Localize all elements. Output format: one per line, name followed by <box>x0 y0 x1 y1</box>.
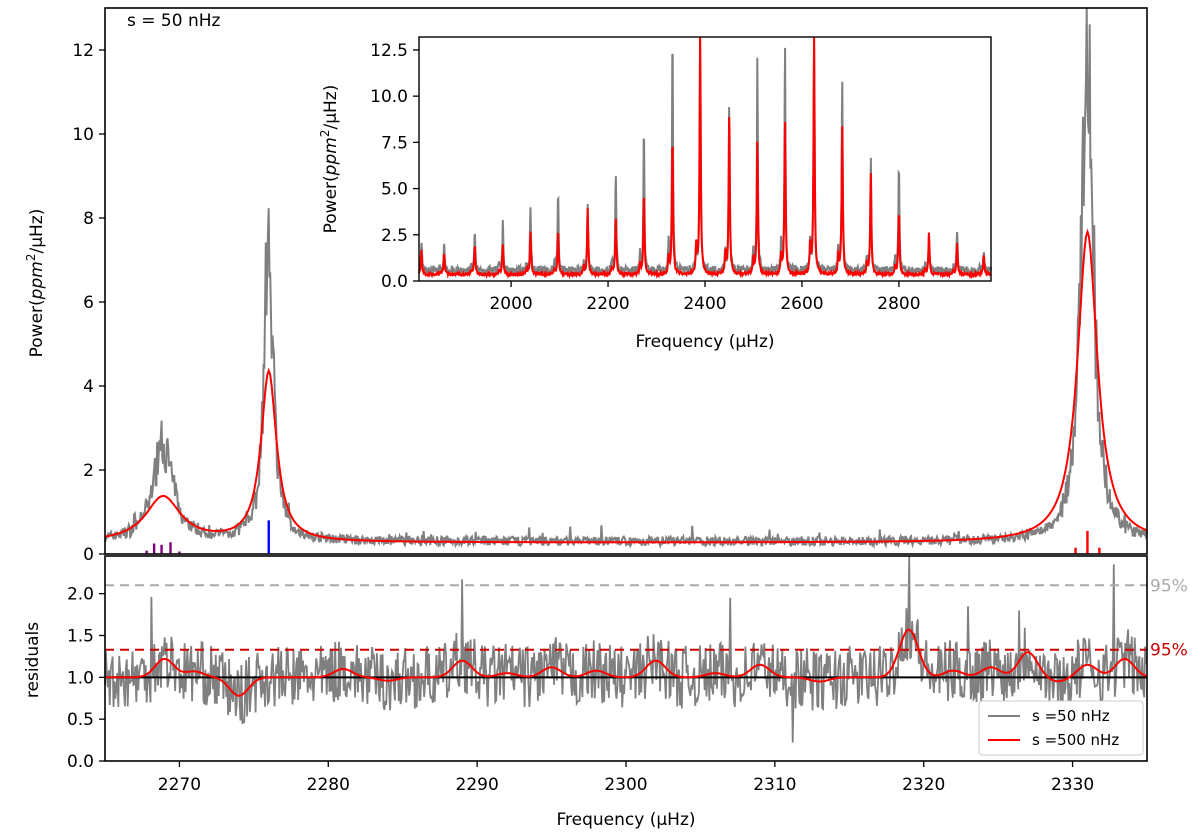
legend-label-500nhz: s =500 nHz <box>1032 731 1119 749</box>
inset-x-tick-label-2000: 2000 <box>489 294 532 314</box>
threshold-label-1: 95% <box>1150 641 1188 661</box>
main-frame <box>104 7 1148 555</box>
residuals-x-tick-label-2280: 2280 <box>307 775 350 795</box>
threshold-label-0: 95% <box>1150 576 1188 596</box>
legend-label-50nhz: s =50 nHz <box>1032 707 1110 725</box>
residuals-y-tick-label-4: 2.0 <box>67 585 94 605</box>
inset-x-axis-label: Frequency (μHz) <box>635 332 774 352</box>
residuals-y-tick-label-1: 0.5 <box>67 710 94 730</box>
inset-frame <box>418 36 992 282</box>
main-y-tick-label-8: 8 <box>83 209 94 229</box>
inset-y-ticks: 0.0 2.5 5.0 7.5 10.0 12.5 <box>370 41 419 292</box>
main-annotation: s = 50 nHz <box>127 11 221 31</box>
main-y-tick-label-2: 2 <box>83 461 94 481</box>
main-y-ticks: 0 2 4 6 8 10 12 <box>72 41 105 565</box>
main-y-tick-label-12: 12 <box>72 41 94 61</box>
legend-box <box>978 700 1144 756</box>
main-y-tick-label-0: 0 <box>83 545 94 565</box>
inset-y-tick-label-0: 0.0 <box>381 272 408 292</box>
residuals-x-tick-label-2330: 2330 <box>1051 775 1094 795</box>
main-series-model <box>104 228 1148 544</box>
inset-x-tick-label-2800: 2800 <box>877 294 920 314</box>
main-plot-area <box>104 7 1148 554</box>
main-y-tick-label-6: 6 <box>83 293 94 313</box>
inset-plot-area <box>418 36 992 280</box>
main-y-label: Power(ppm2/μHz) <box>24 209 47 358</box>
inset-x-tick-label-2200: 2200 <box>586 294 629 314</box>
residuals-x-axis-label: Frequency (μHz) <box>556 810 695 830</box>
main-panel: 0 2 4 6 8 10 12 Power(ppm2/μHz) s = 50 nHz <box>24 7 1148 565</box>
residuals-y-axis-label: residuals <box>23 622 43 698</box>
residuals-panel: 95%95% 2270 2280 2290 2300 2310 2320 2330 0.00… <box>23 555 1188 830</box>
inset-y-tick-label-2: 5.0 <box>381 180 408 200</box>
residuals-y-tick-label-2: 1.0 <box>67 668 94 688</box>
residuals-x-tick-label-2320: 2320 <box>902 775 945 795</box>
main-y-tick-label-4: 4 <box>83 377 94 397</box>
inset-x-tick-label-2400: 2400 <box>683 294 726 314</box>
residuals-y-ticks: 0.0 0.5 1.0 1.5 2.0 <box>67 585 105 772</box>
inset-background <box>419 37 991 281</box>
main-y-tick-label-10: 10 <box>72 125 94 145</box>
inset-y-tick-label-1: 2.5 <box>381 226 408 246</box>
inset-y-tick-label-5: 12.5 <box>370 41 408 61</box>
residuals-x-tick-label-2270: 2270 <box>158 775 201 795</box>
inset-x-ticks: 2000 2200 2400 2600 2800 <box>489 281 921 314</box>
residuals-series-500nhz <box>105 628 1148 697</box>
residuals-x-tick-label-2310: 2310 <box>753 775 796 795</box>
inset-x-tick-label-2600: 2600 <box>780 294 823 314</box>
residuals-plot-area <box>104 555 1148 743</box>
inset-series-50nhz <box>418 36 992 279</box>
residuals-series-50nhz <box>104 555 1148 743</box>
residuals-y-tick-label-0: 0.0 <box>67 752 94 772</box>
inset-series-model <box>418 36 992 280</box>
residuals-x-tick-label-2290: 2290 <box>456 775 499 795</box>
inset-y-tick-label-4: 10.0 <box>370 87 408 107</box>
residuals-x-ticks: 2270 2280 2290 2300 2310 2320 2330 <box>158 761 1094 795</box>
inset-y-tick-label-3: 7.5 <box>381 133 408 153</box>
inset-panel: 2000 2200 2400 2600 2800 0.0 2.5 5.0 7.5 10.0 12.… <box>318 36 992 352</box>
residuals-frame <box>104 555 1148 762</box>
residuals-threshold-labels: 95% 95% <box>1150 576 1188 660</box>
inset-y-axis-label: Power(ppm2/μHz) <box>318 85 341 234</box>
legend: s =50 nHz s =500 nHz <box>978 700 1144 756</box>
main-y-axis-label: Power(ppm2/μHz) <box>24 209 47 358</box>
residuals-y-tick-label-3: 1.5 <box>67 626 94 646</box>
residuals-x-tick-label-2300: 2300 <box>604 775 647 795</box>
